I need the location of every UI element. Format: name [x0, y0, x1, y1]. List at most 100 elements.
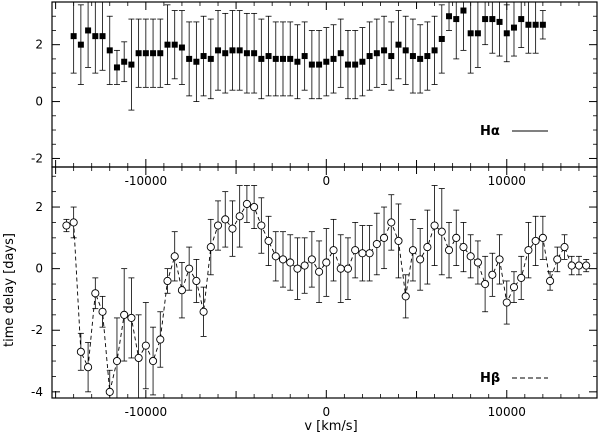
data-point — [235, 212, 244, 221]
data-point — [135, 50, 142, 57]
data-point — [402, 47, 409, 54]
data-point — [229, 47, 236, 54]
data-point — [567, 261, 576, 270]
data-point — [300, 261, 309, 270]
data-point — [271, 252, 280, 261]
y-axis-label: time delay [days] — [2, 233, 17, 347]
data-point — [352, 61, 359, 68]
data-point — [503, 30, 510, 37]
data-point — [373, 50, 380, 57]
data-point — [185, 264, 194, 273]
data-point — [251, 50, 258, 57]
data-point — [510, 24, 517, 31]
data-point — [186, 55, 193, 62]
data-point — [207, 55, 214, 62]
data-point — [323, 58, 330, 65]
data-point — [517, 273, 526, 282]
legend-label: Hβ — [480, 371, 500, 386]
data-point — [177, 286, 186, 295]
data-point — [193, 58, 200, 65]
data-point — [438, 35, 445, 42]
data-point — [257, 221, 266, 230]
data-point — [199, 307, 208, 316]
data-point — [99, 33, 106, 40]
data-point — [243, 50, 250, 57]
data-point — [531, 236, 540, 245]
data-point — [62, 221, 71, 230]
data-point — [236, 47, 243, 54]
data-point — [170, 252, 179, 261]
data-point — [315, 267, 324, 276]
data-point — [330, 55, 337, 62]
data-point — [127, 313, 136, 322]
data-point — [532, 21, 539, 28]
data-point — [453, 16, 460, 23]
y-tick-label: 0 — [35, 262, 43, 276]
data-point — [294, 58, 301, 65]
data-point — [482, 16, 489, 23]
data-point — [446, 13, 453, 20]
data-point — [70, 33, 77, 40]
data-point — [106, 47, 113, 54]
data-point — [149, 356, 158, 366]
data-point — [381, 47, 388, 54]
data-point — [372, 239, 381, 249]
data-point — [444, 246, 454, 255]
data-point — [301, 53, 308, 60]
data-point — [84, 363, 93, 372]
data-point — [272, 55, 279, 62]
data-point — [358, 249, 367, 258]
data-point — [192, 276, 201, 286]
panel-top: -2 0 2 -10000 0 10000 Hα — [31, 1, 598, 188]
data-point — [546, 276, 555, 286]
data-point — [560, 243, 569, 252]
data-point — [264, 236, 273, 245]
data-point — [359, 58, 366, 65]
data-point — [121, 58, 128, 65]
data-point — [538, 233, 547, 242]
data-point — [215, 47, 222, 54]
data-point — [388, 53, 395, 60]
data-point — [316, 61, 323, 68]
data-point — [553, 255, 562, 264]
data-point — [76, 347, 85, 356]
y-tick-label: -4 — [31, 385, 43, 399]
data-point — [92, 33, 99, 40]
data-point — [495, 255, 504, 264]
data-point — [157, 50, 164, 57]
data-point — [221, 215, 230, 224]
data-point — [417, 55, 424, 62]
data-point — [150, 50, 157, 57]
data-point — [351, 246, 360, 255]
data-point — [416, 255, 425, 264]
data-point — [242, 199, 251, 209]
data-point — [424, 53, 431, 60]
x-axis-label: v [km/s] — [304, 419, 357, 434]
data-point — [473, 258, 482, 267]
data-point — [250, 202, 259, 212]
data-point — [431, 47, 438, 54]
data-point — [329, 246, 338, 255]
data-point — [307, 255, 316, 264]
data-point — [134, 353, 143, 363]
data-point — [344, 61, 351, 68]
data-point — [502, 298, 511, 307]
data-point — [265, 53, 272, 60]
data-point — [128, 61, 135, 68]
data-point — [539, 21, 546, 28]
x-tick-label: 10000 — [488, 405, 526, 419]
data-point — [308, 61, 315, 68]
data-point — [524, 246, 533, 255]
legend-label: Hα — [480, 124, 500, 139]
data-point — [164, 41, 171, 48]
data-point — [509, 283, 519, 292]
x-tick-label: 10000 — [488, 174, 526, 188]
x-tick-label: 0 — [322, 174, 330, 188]
y-tick-label: 2 — [35, 200, 43, 214]
data-point — [120, 310, 129, 319]
data-point — [213, 221, 223, 230]
data-point — [293, 264, 302, 273]
y-tick-label: -2 — [31, 151, 43, 165]
data-point — [496, 18, 503, 25]
